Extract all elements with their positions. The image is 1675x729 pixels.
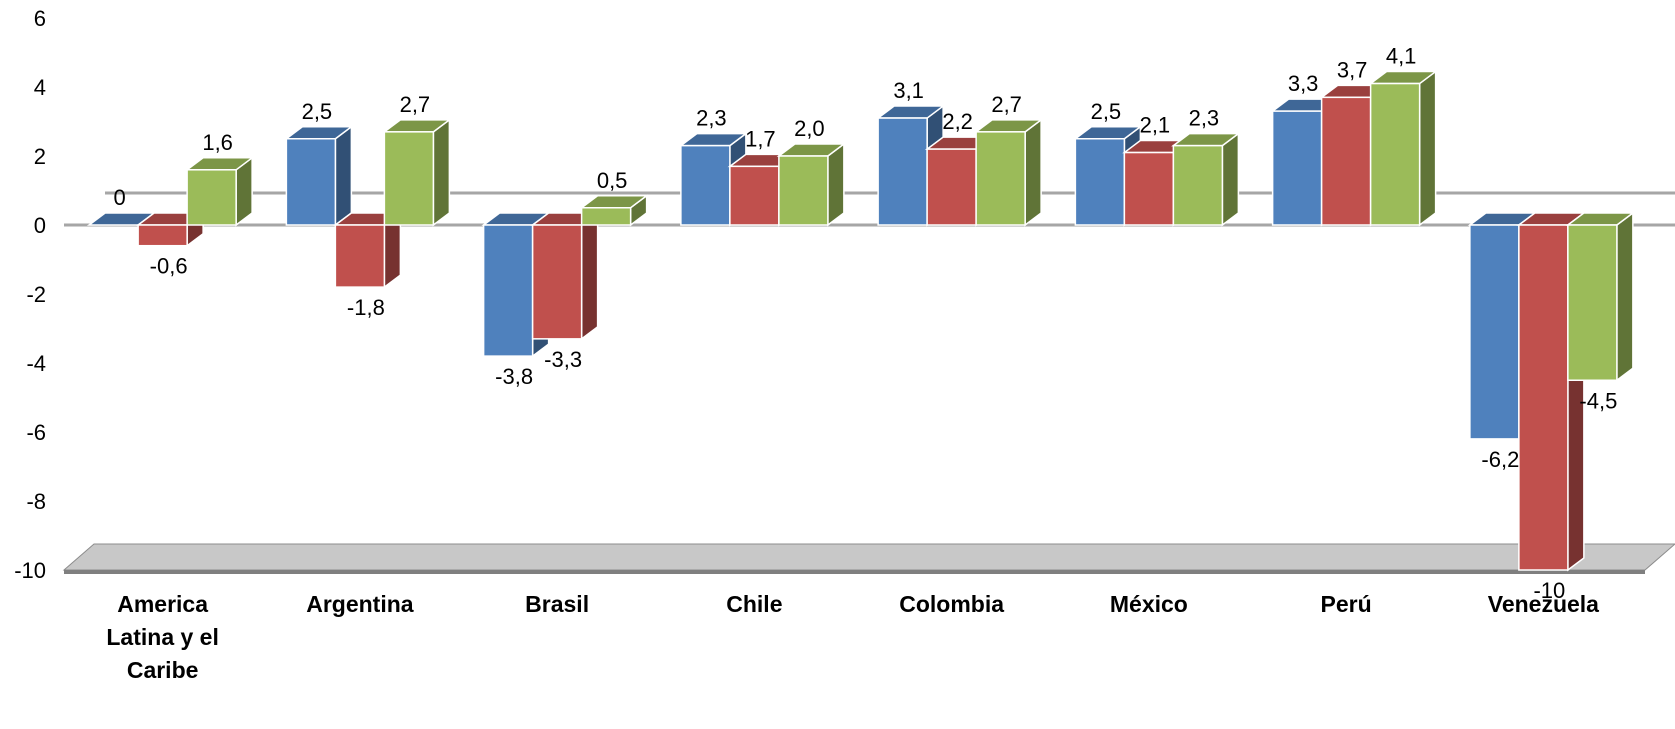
category-label: México xyxy=(1110,591,1188,617)
category-label: Latina y el xyxy=(106,624,218,650)
bar-side xyxy=(334,125,353,227)
bar-front xyxy=(137,224,188,247)
bar-front xyxy=(975,131,1026,226)
category-label: Colombia xyxy=(899,591,1004,617)
y-tick-label: 2 xyxy=(34,144,46,169)
data-label: 0,5 xyxy=(597,168,628,193)
bar-front xyxy=(531,224,583,340)
bar-front xyxy=(186,169,237,226)
bar-2-1 xyxy=(530,211,600,341)
data-label: 2,0 xyxy=(794,116,825,141)
bar-front xyxy=(778,155,829,226)
category-labels: America Latina y el Caribe Argentina Brasil C… xyxy=(106,591,1599,683)
y-tick-label: 6 xyxy=(34,6,46,31)
data-label: 1,7 xyxy=(745,126,776,151)
data-label: -0,6 xyxy=(150,254,188,279)
data-labels: 0 -0,6 1,6 2,5 -1,8 2,7 -3,8 -3,3 0,5 2,3 1,7 2,0 3,… xyxy=(114,44,1618,603)
category-label: Caribe xyxy=(127,657,199,683)
bar-front xyxy=(580,207,632,226)
chart-floor xyxy=(62,543,1675,571)
bar-front xyxy=(1271,110,1323,226)
bar-front xyxy=(1123,151,1175,226)
bar-side xyxy=(1221,132,1240,227)
bar-side xyxy=(1616,211,1634,382)
bar-side xyxy=(1418,70,1437,227)
chart-floor-edge xyxy=(64,570,1645,574)
data-label: 2,3 xyxy=(696,106,727,131)
category-label: Venezuela xyxy=(1488,591,1599,617)
floor-layer xyxy=(62,543,1675,574)
bar-side xyxy=(1024,118,1042,227)
bar-front xyxy=(680,144,731,226)
category-label: America xyxy=(117,591,208,617)
y-tick-label: -6 xyxy=(26,420,46,445)
category-label: Argentina xyxy=(306,591,414,617)
y-tick-label: 4 xyxy=(34,75,46,100)
category-label: Brasil xyxy=(525,591,589,617)
y-tick-label: 0 xyxy=(34,213,46,238)
bar-4-2 xyxy=(973,118,1044,227)
data-label: 2,7 xyxy=(991,92,1022,117)
data-label: 2,5 xyxy=(302,99,333,124)
category-label: Perú xyxy=(1321,591,1372,617)
bar-3-2 xyxy=(776,142,847,227)
data-label: -6,2 xyxy=(1481,447,1519,472)
data-label: 3,1 xyxy=(893,78,924,103)
bar-1-2 xyxy=(382,118,452,227)
bar-side xyxy=(580,211,599,341)
bar-front xyxy=(877,117,928,226)
data-label: 0 xyxy=(114,185,126,210)
bar-front xyxy=(926,148,977,226)
data-label: 3,7 xyxy=(1337,57,1368,82)
data-label: 3,3 xyxy=(1288,71,1319,96)
bar-side xyxy=(432,118,451,227)
data-label: 4,1 xyxy=(1386,44,1417,69)
data-label: -4,5 xyxy=(1579,388,1617,413)
bar-front xyxy=(729,165,780,226)
data-label: -3,8 xyxy=(495,364,533,389)
bar-5-2 xyxy=(1171,132,1241,227)
bar-front xyxy=(1172,144,1224,226)
data-label: 2,1 xyxy=(1140,113,1171,138)
data-label: 2,5 xyxy=(1091,99,1122,124)
data-label: 2,7 xyxy=(400,92,431,117)
data-label: -1,8 xyxy=(347,295,385,320)
bar-front xyxy=(1469,224,1520,440)
data-label: 1,6 xyxy=(202,130,233,155)
y-tick-label: -10 xyxy=(14,558,46,583)
y-tick-label: -4 xyxy=(26,351,46,376)
bar-side xyxy=(827,142,845,227)
bar-front xyxy=(334,224,386,288)
bar-0-2 xyxy=(184,156,255,227)
bar-1-0 xyxy=(284,125,354,227)
y-tick-label: -2 xyxy=(26,282,46,307)
category-label: Chile xyxy=(726,591,782,617)
bar-front xyxy=(1320,96,1372,226)
bar-front xyxy=(1074,138,1126,226)
bar-front xyxy=(482,224,534,357)
bar-front xyxy=(1518,224,1569,571)
data-label: -10 xyxy=(1533,578,1565,603)
bar-6-2 xyxy=(1368,70,1438,227)
bars-layer xyxy=(86,70,1636,572)
data-label: 2,2 xyxy=(942,109,973,134)
bar-2-2 xyxy=(579,194,649,227)
bar-front xyxy=(1369,82,1421,226)
y-tick-label: -8 xyxy=(26,489,46,514)
bar-front xyxy=(1567,224,1618,381)
bar-front xyxy=(383,131,435,226)
data-label: -3,3 xyxy=(544,347,582,372)
bar-7-2 xyxy=(1565,211,1636,382)
data-label: 2,3 xyxy=(1189,106,1220,131)
bar-front xyxy=(285,138,337,226)
